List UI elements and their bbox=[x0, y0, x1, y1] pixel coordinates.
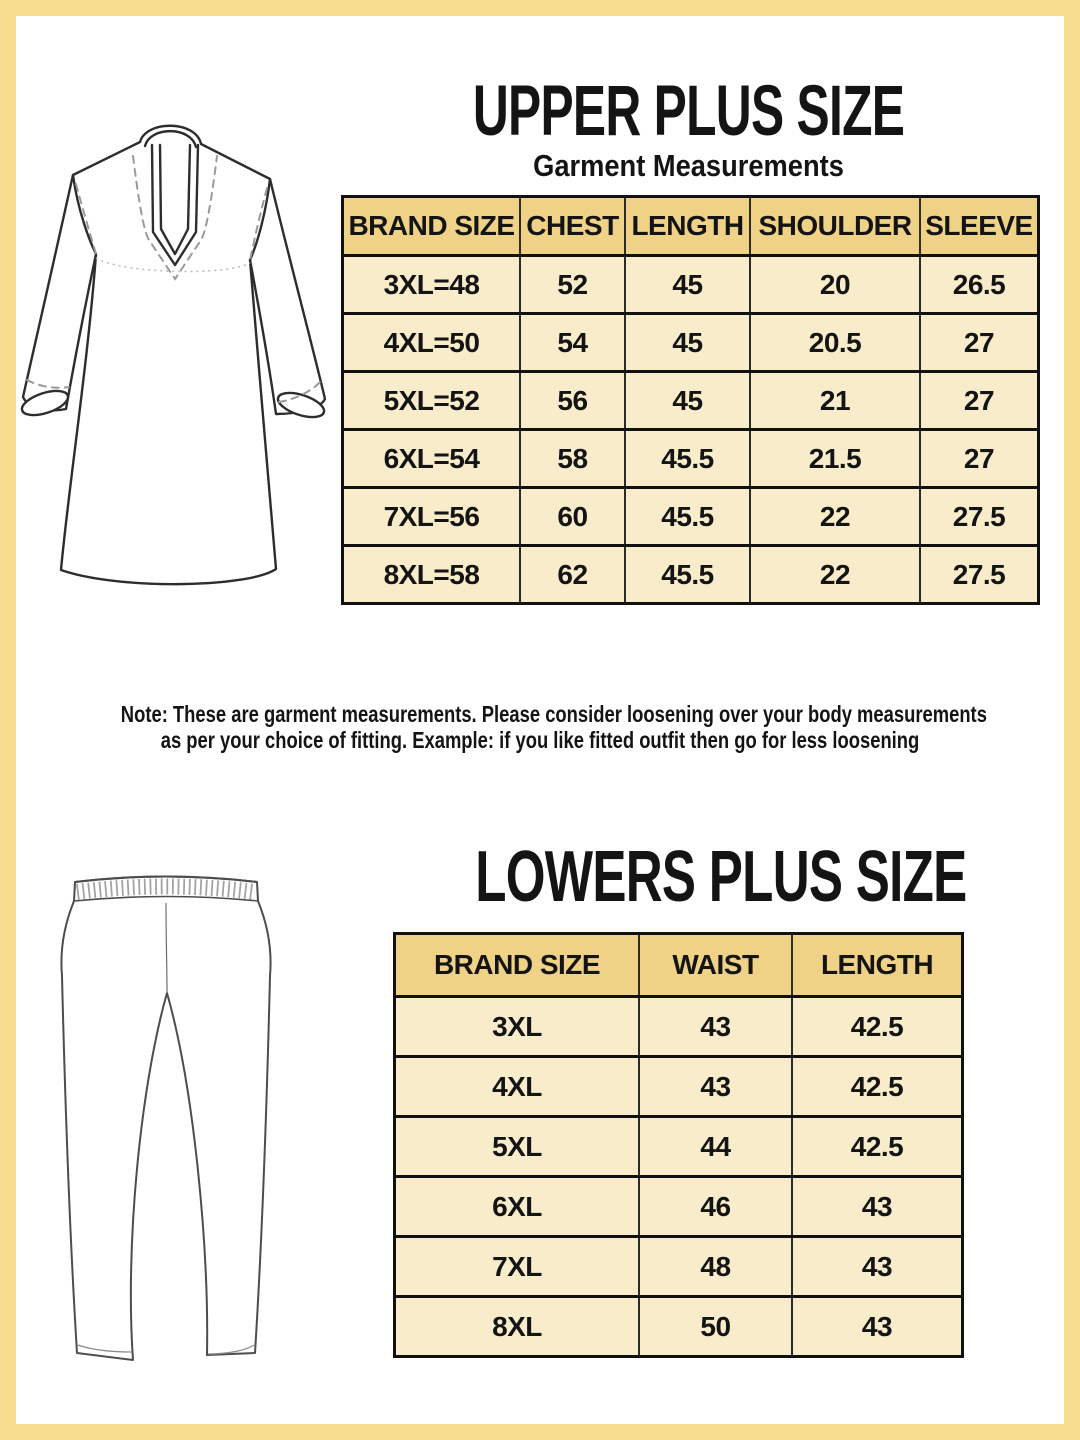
size-cell: 27 bbox=[919, 370, 1039, 430]
lower-size-table: BRAND SIZE WAIST LENGTH 3XL 43 42.5 4XL 43 42.5 5… bbox=[393, 932, 964, 1358]
header-row: BRAND SIZE WAIST LENGTH bbox=[394, 933, 963, 997]
column-header: SHOULDER bbox=[749, 196, 920, 256]
size-cell: 20 bbox=[749, 254, 920, 314]
size-cell: 58 bbox=[519, 428, 625, 488]
note-line-2: as per your choice of fitting. Example: … bbox=[160, 727, 920, 753]
upper-size-table: BRAND SIZE CHEST LENGTH SHOULDER SLEEVE 3XL=4… bbox=[341, 195, 1040, 605]
size-cell: 45 bbox=[624, 370, 750, 430]
size-cell: 22 bbox=[749, 544, 920, 604]
size-cell: 3XL=48 bbox=[342, 254, 520, 314]
column-header: BRAND SIZE bbox=[394, 933, 639, 997]
size-row: 4XL 43 42.5 bbox=[394, 1055, 963, 1117]
size-cell: 22 bbox=[749, 486, 920, 546]
header-row: BRAND SIZE CHEST LENGTH SHOULDER SLEEVE bbox=[342, 196, 1039, 256]
size-cell: 21 bbox=[749, 370, 920, 430]
size-row: 5XL=52 56 45 21 27 bbox=[342, 370, 1039, 430]
size-row: 6XL 46 43 bbox=[394, 1175, 963, 1237]
size-cell: 4XL bbox=[394, 1055, 639, 1117]
measurement-note: Note: These are garment measurements. Pl… bbox=[16, 701, 1064, 753]
size-cell: 42.5 bbox=[791, 1115, 963, 1177]
size-row: 3XL=48 52 45 20 26.5 bbox=[342, 254, 1039, 314]
column-header: SLEEVE bbox=[919, 196, 1039, 256]
column-header: WAIST bbox=[638, 933, 792, 997]
size-cell: 43 bbox=[791, 1175, 963, 1237]
size-cell: 45.5 bbox=[624, 428, 750, 488]
size-row: 4XL=50 54 45 20.5 27 bbox=[342, 312, 1039, 372]
lower-section-title: LOWERS PLUS SIZE bbox=[475, 837, 967, 917]
size-cell: 6XL=54 bbox=[342, 428, 520, 488]
upper-section-title: UPPER PLUS SIZE bbox=[472, 72, 905, 151]
size-cell: 7XL bbox=[394, 1235, 639, 1297]
size-cell: 44 bbox=[638, 1115, 792, 1177]
size-cell: 43 bbox=[638, 995, 792, 1057]
size-cell: 42.5 bbox=[791, 995, 963, 1057]
size-cell: 43 bbox=[791, 1295, 963, 1357]
size-cell: 3XL bbox=[394, 995, 639, 1057]
note-line-1: Note: These are garment measurements. Pl… bbox=[120, 701, 987, 727]
size-cell: 26.5 bbox=[919, 254, 1039, 314]
size-cell: 45 bbox=[624, 254, 750, 314]
size-row: 3XL 43 42.5 bbox=[394, 995, 963, 1057]
size-cell: 48 bbox=[638, 1235, 792, 1297]
size-row: 7XL=56 60 45.5 22 27.5 bbox=[342, 486, 1039, 546]
size-row: 8XL 50 43 bbox=[394, 1295, 963, 1357]
size-cell: 60 bbox=[519, 486, 625, 546]
size-cell: 8XL bbox=[394, 1295, 639, 1357]
size-row: 8XL=58 62 45.5 22 27.5 bbox=[342, 544, 1039, 604]
size-cell: 43 bbox=[638, 1055, 792, 1117]
size-row: 5XL 44 42.5 bbox=[394, 1115, 963, 1177]
size-cell: 45.5 bbox=[624, 486, 750, 546]
pants-illustration bbox=[60, 875, 272, 1361]
size-cell: 62 bbox=[519, 544, 625, 604]
size-cell: 43 bbox=[791, 1235, 963, 1297]
size-cell: 42.5 bbox=[791, 1055, 963, 1117]
size-cell: 27 bbox=[919, 312, 1039, 372]
size-cell: 27.5 bbox=[919, 486, 1039, 546]
column-header: BRAND SIZE bbox=[342, 196, 520, 256]
size-cell: 54 bbox=[519, 312, 625, 372]
size-cell: 45.5 bbox=[624, 544, 750, 604]
size-cell: 4XL=50 bbox=[342, 312, 520, 372]
column-header: CHEST bbox=[519, 196, 625, 256]
size-cell: 8XL=58 bbox=[342, 544, 520, 604]
size-row: 6XL=54 58 45.5 21.5 27 bbox=[342, 428, 1039, 488]
kurta-illustration bbox=[20, 124, 327, 586]
size-cell: 21.5 bbox=[749, 428, 920, 488]
size-cell: 56 bbox=[519, 370, 625, 430]
size-row: 7XL 48 43 bbox=[394, 1235, 963, 1297]
size-cell: 7XL=56 bbox=[342, 486, 520, 546]
size-cell: 5XL=52 bbox=[342, 370, 520, 430]
size-cell: 50 bbox=[638, 1295, 792, 1357]
size-cell: 27.5 bbox=[919, 544, 1039, 604]
size-cell: 45 bbox=[624, 312, 750, 372]
size-cell: 5XL bbox=[394, 1115, 639, 1177]
size-cell: 52 bbox=[519, 254, 625, 314]
size-cell: 20.5 bbox=[749, 312, 920, 372]
upper-section-subtitle: Garment Measurements bbox=[533, 148, 844, 183]
size-cell: 6XL bbox=[394, 1175, 639, 1237]
size-cell: 27 bbox=[919, 428, 1039, 488]
column-header: LENGTH bbox=[624, 196, 750, 256]
column-header: LENGTH bbox=[791, 933, 963, 997]
size-cell: 46 bbox=[638, 1175, 792, 1237]
